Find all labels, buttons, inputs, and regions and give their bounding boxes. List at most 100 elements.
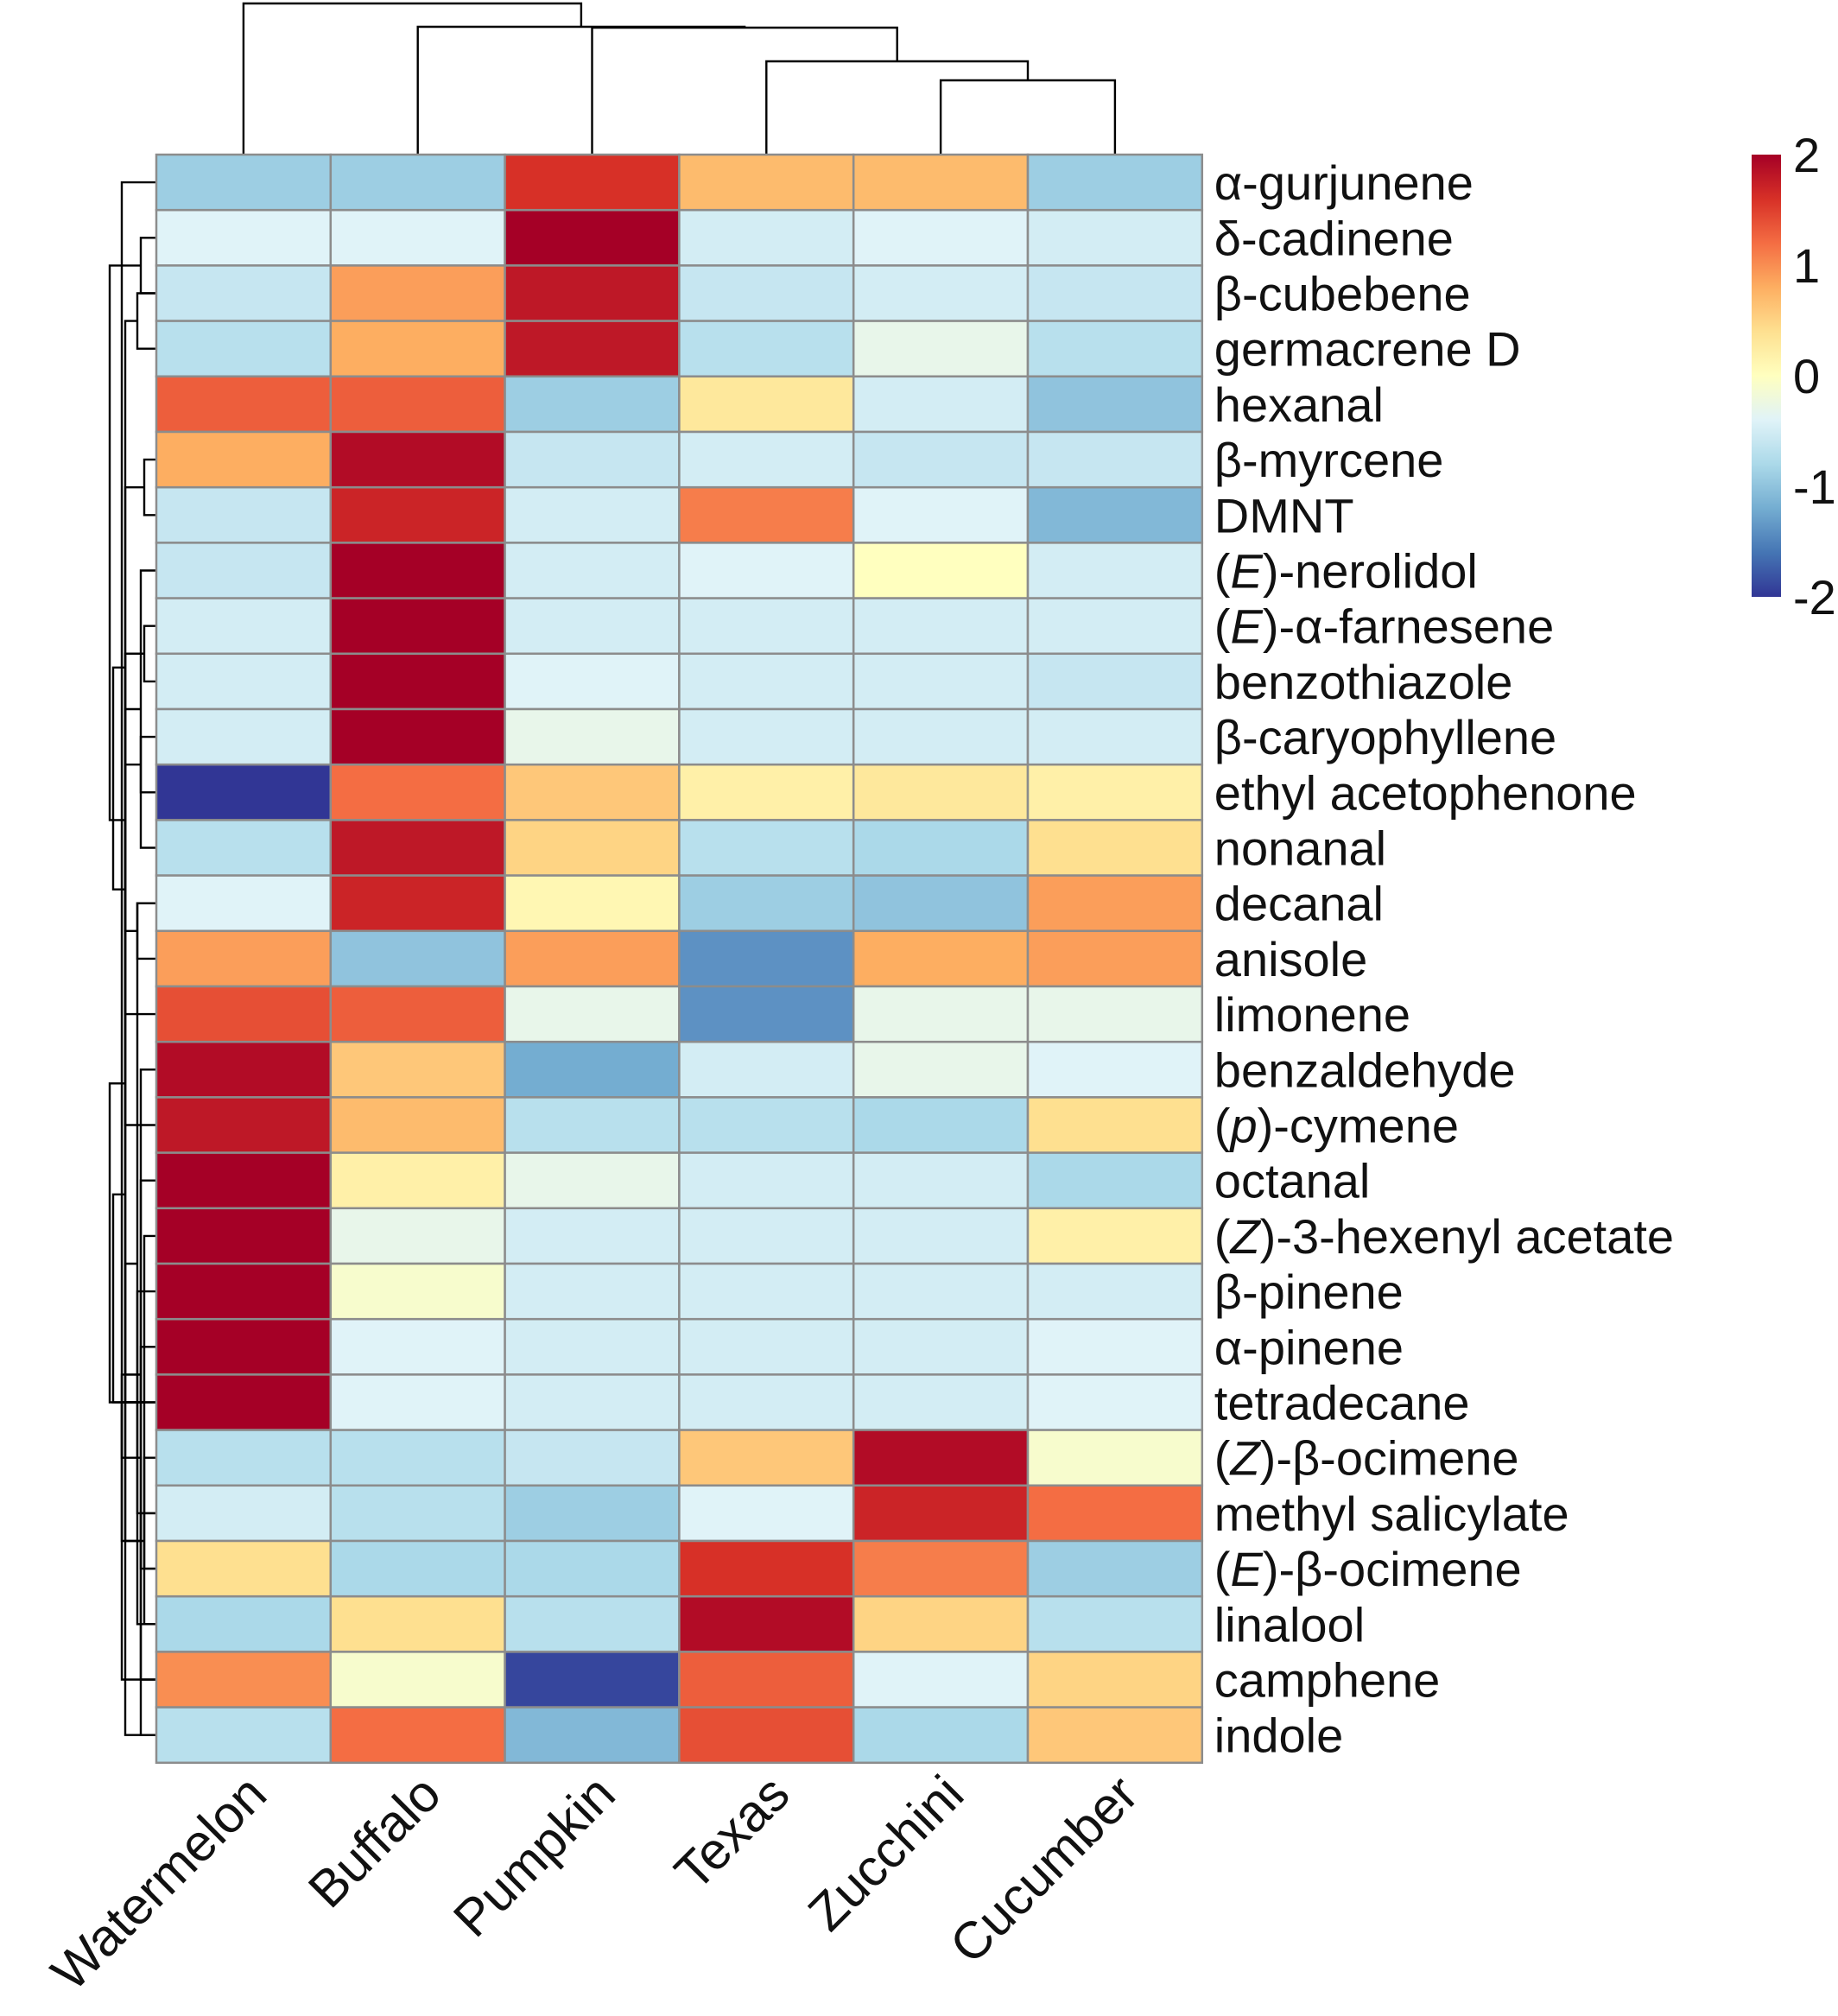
heatmap-cell — [504, 485, 681, 544]
heatmap-cell — [678, 597, 855, 656]
heatmap-cell — [504, 1207, 681, 1265]
heatmap-cell — [852, 1429, 1030, 1487]
colorbar — [1752, 155, 1781, 597]
heatmap-cell — [1026, 1151, 1204, 1210]
heatmap-cell — [329, 375, 506, 434]
row-label: (E)-β-ocimene — [1214, 1542, 1522, 1596]
row-label: limonene — [1214, 987, 1410, 1042]
heatmap-cell — [1026, 819, 1204, 877]
heatmap-cell — [155, 1373, 333, 1431]
heatmap-cell — [678, 1317, 855, 1376]
heatmap-cell — [678, 929, 855, 988]
heatmap-cell — [852, 1594, 1030, 1653]
heatmap-cell — [155, 1484, 333, 1543]
heatmap-cell — [155, 819, 333, 877]
heatmap-cell — [678, 264, 855, 322]
row-label: tetradecane — [1214, 1376, 1470, 1430]
heatmap-cell — [329, 1096, 506, 1154]
heatmap-cell — [678, 1651, 855, 1709]
row-labels: α-gurjuneneδ-cadineneβ-cubebenegermacren… — [1214, 155, 1674, 1763]
row-label: hexanal — [1214, 377, 1384, 432]
heatmap-cell — [504, 1151, 681, 1210]
heatmap-cell — [678, 208, 855, 267]
heatmap-cell — [155, 430, 333, 489]
heatmap-cell — [1026, 1429, 1204, 1487]
heatmap-cell — [1026, 1317, 1204, 1376]
heatmap-cell — [155, 153, 333, 212]
heatmap-cell — [1026, 1373, 1204, 1431]
heatmap-cell — [155, 264, 333, 322]
heatmap-cell — [329, 874, 506, 933]
heatmap-cell — [504, 763, 681, 821]
row-label: anisole — [1214, 932, 1367, 986]
heatmap-cell — [678, 1373, 855, 1431]
heatmap-cell — [155, 485, 333, 544]
heatmap-cell — [852, 1706, 1030, 1765]
heatmap-cell — [678, 1594, 855, 1653]
row-dendrogram-branch — [139, 735, 156, 794]
heatmap-cell — [155, 1317, 333, 1376]
heatmap-cell — [504, 874, 681, 933]
row-label: (Z)-3-hexenyl acetate — [1214, 1209, 1674, 1264]
heatmap-cell — [678, 1096, 855, 1154]
heatmap-cell — [155, 985, 333, 1043]
heatmap-cell — [852, 1484, 1030, 1543]
heatmap-cell — [504, 1539, 681, 1598]
heatmap-cell — [1026, 1651, 1204, 1709]
heatmap-cell — [678, 430, 855, 489]
heatmap-cell — [504, 1594, 681, 1653]
row-dendrogram-branch — [139, 1068, 156, 1681]
heatmap-cell — [852, 1317, 1030, 1376]
row-label: camphene — [1214, 1653, 1441, 1708]
row-dendrogram-branch — [143, 458, 156, 517]
heatmap-cell — [504, 819, 681, 877]
heatmap-cell — [678, 1484, 855, 1543]
heatmap-cell — [852, 1539, 1030, 1598]
heatmap-cell — [1026, 320, 1204, 378]
heatmap-cell — [852, 430, 1030, 489]
heatmap-cell — [1026, 1262, 1204, 1321]
row-label: decanal — [1214, 877, 1384, 931]
heatmap-cell — [504, 208, 681, 267]
row-label: nonanal — [1214, 821, 1386, 876]
row-dendrogram-branch — [139, 237, 156, 295]
row-label: linalool — [1214, 1597, 1365, 1651]
column-dendrogram-branch — [765, 60, 1030, 155]
heatmap-cell — [1026, 153, 1204, 212]
heatmap-cell — [678, 707, 855, 766]
heatmap-cell — [852, 542, 1030, 599]
heatmap-cell — [1026, 1706, 1204, 1765]
heatmap-cell — [504, 1651, 681, 1709]
heatmap-cell — [504, 1429, 681, 1487]
heatmap-cell — [504, 707, 681, 766]
colorbar-tick-label: -1 — [1793, 460, 1836, 514]
heatmap-cell — [155, 1651, 333, 1709]
heatmap-cell — [504, 430, 681, 489]
heatmap-cell — [678, 542, 855, 599]
heatmap-cell — [852, 597, 1030, 656]
heatmap-cell — [678, 1539, 855, 1598]
column-dendrogram-branch — [242, 2, 583, 155]
row-dendrogram — [108, 181, 156, 1736]
heatmap-cell — [678, 1151, 855, 1210]
heatmap-cell — [504, 320, 681, 378]
heatmap-cell — [852, 874, 1030, 933]
colorbar-tick-label: 0 — [1793, 349, 1820, 403]
heatmap-cell — [329, 1539, 506, 1598]
heatmap-cell — [155, 320, 333, 378]
row-label: β-myrcene — [1214, 433, 1444, 487]
heatmap-cell — [852, 485, 1030, 544]
heatmap-cell — [504, 929, 681, 988]
heatmap-cell — [329, 597, 506, 656]
heatmap-cell — [329, 430, 506, 489]
heatmap-cell — [1026, 264, 1204, 322]
heatmap-cell — [678, 1262, 855, 1321]
row-dendrogram-branch — [124, 764, 141, 1404]
heatmap-cell — [852, 1040, 1030, 1099]
heatmap-cell — [678, 485, 855, 544]
heatmap-cell — [155, 1040, 333, 1099]
heatmap-cell — [329, 1429, 506, 1487]
row-label: benzaldehyde — [1214, 1043, 1516, 1097]
